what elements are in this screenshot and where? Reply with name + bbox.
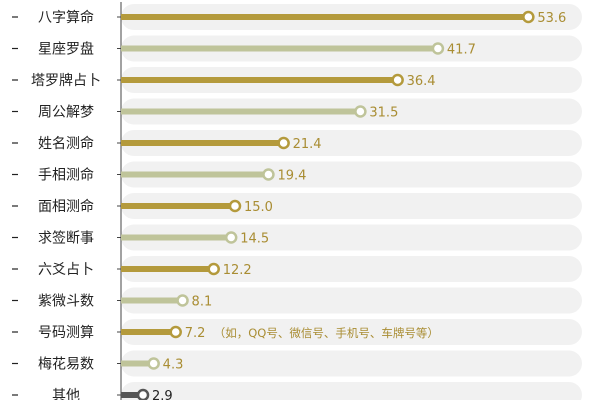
- bar: [121, 266, 214, 272]
- bar-end-marker: [176, 294, 189, 307]
- row-track: [121, 130, 582, 156]
- row-track: [121, 350, 582, 377]
- bar: [121, 234, 232, 241]
- category-label: 其他: [52, 388, 80, 400]
- category-label: 手相测命: [38, 167, 94, 184]
- category-label: 面相测命: [38, 198, 94, 215]
- bar-end-marker: [431, 42, 445, 55]
- category-label: 周公解梦: [38, 105, 94, 121]
- category-label: 号码测算: [38, 325, 94, 341]
- value-label: 21.4: [293, 137, 322, 152]
- annotation-text: （如，QQ号、微信号、手机号、车牌号等）: [214, 326, 439, 340]
- value-label: 31.5: [369, 106, 398, 121]
- row-track: [121, 161, 582, 188]
- value-label: 12.2: [223, 263, 252, 278]
- bar: [121, 392, 144, 398]
- row-track: [121, 382, 582, 400]
- bar: [121, 360, 154, 367]
- bar-end-marker: [136, 388, 150, 400]
- category-label: 星座罗盘: [38, 41, 94, 58]
- bar: [121, 108, 361, 115]
- bar: [121, 297, 183, 304]
- category-label: 六爻占卜: [38, 262, 94, 278]
- bar: [121, 329, 176, 335]
- category-label: 紫微斗数: [38, 294, 94, 310]
- bar: [121, 203, 235, 209]
- value-label: 19.4: [277, 169, 306, 184]
- category-label: 塔罗牌占卜: [31, 72, 101, 89]
- value-label: 15.0: [244, 200, 273, 215]
- bar: [121, 77, 398, 83]
- category-label: 姓名测命: [38, 135, 94, 152]
- bar: [121, 45, 438, 52]
- bar-end-marker: [262, 168, 275, 181]
- value-label: 8.1: [192, 295, 213, 310]
- value-label: 53.6: [537, 11, 566, 26]
- bar-end-marker: [207, 262, 220, 276]
- bar-end-marker: [228, 199, 242, 213]
- row-track: [121, 224, 582, 251]
- bar: [121, 140, 284, 146]
- row-track: [121, 193, 582, 219]
- row-track: [121, 287, 582, 314]
- value-label: 14.5: [240, 232, 269, 247]
- category-label: 求签断事: [38, 230, 94, 247]
- category-label: 梅花易数: [38, 357, 94, 373]
- value-label: 7.2: [185, 326, 206, 341]
- bar-end-marker: [224, 231, 238, 244]
- category-label: 八字算命: [38, 9, 94, 26]
- bar-end-marker: [354, 105, 367, 118]
- value-label: 4.3: [163, 358, 184, 373]
- bar-end-marker: [277, 136, 290, 150]
- row-track: [121, 256, 582, 282]
- row-track: [121, 319, 582, 345]
- value-label: 41.7: [447, 43, 476, 58]
- bar-end-marker: [169, 325, 182, 339]
- bar: [121, 171, 269, 178]
- value-label: 36.4: [407, 74, 436, 89]
- bar: [121, 14, 529, 20]
- bar-end-marker: [147, 357, 160, 370]
- bar-end-marker: [391, 73, 404, 87]
- bar-end-marker: [522, 10, 535, 24]
- value-label: 2.9: [152, 389, 173, 400]
